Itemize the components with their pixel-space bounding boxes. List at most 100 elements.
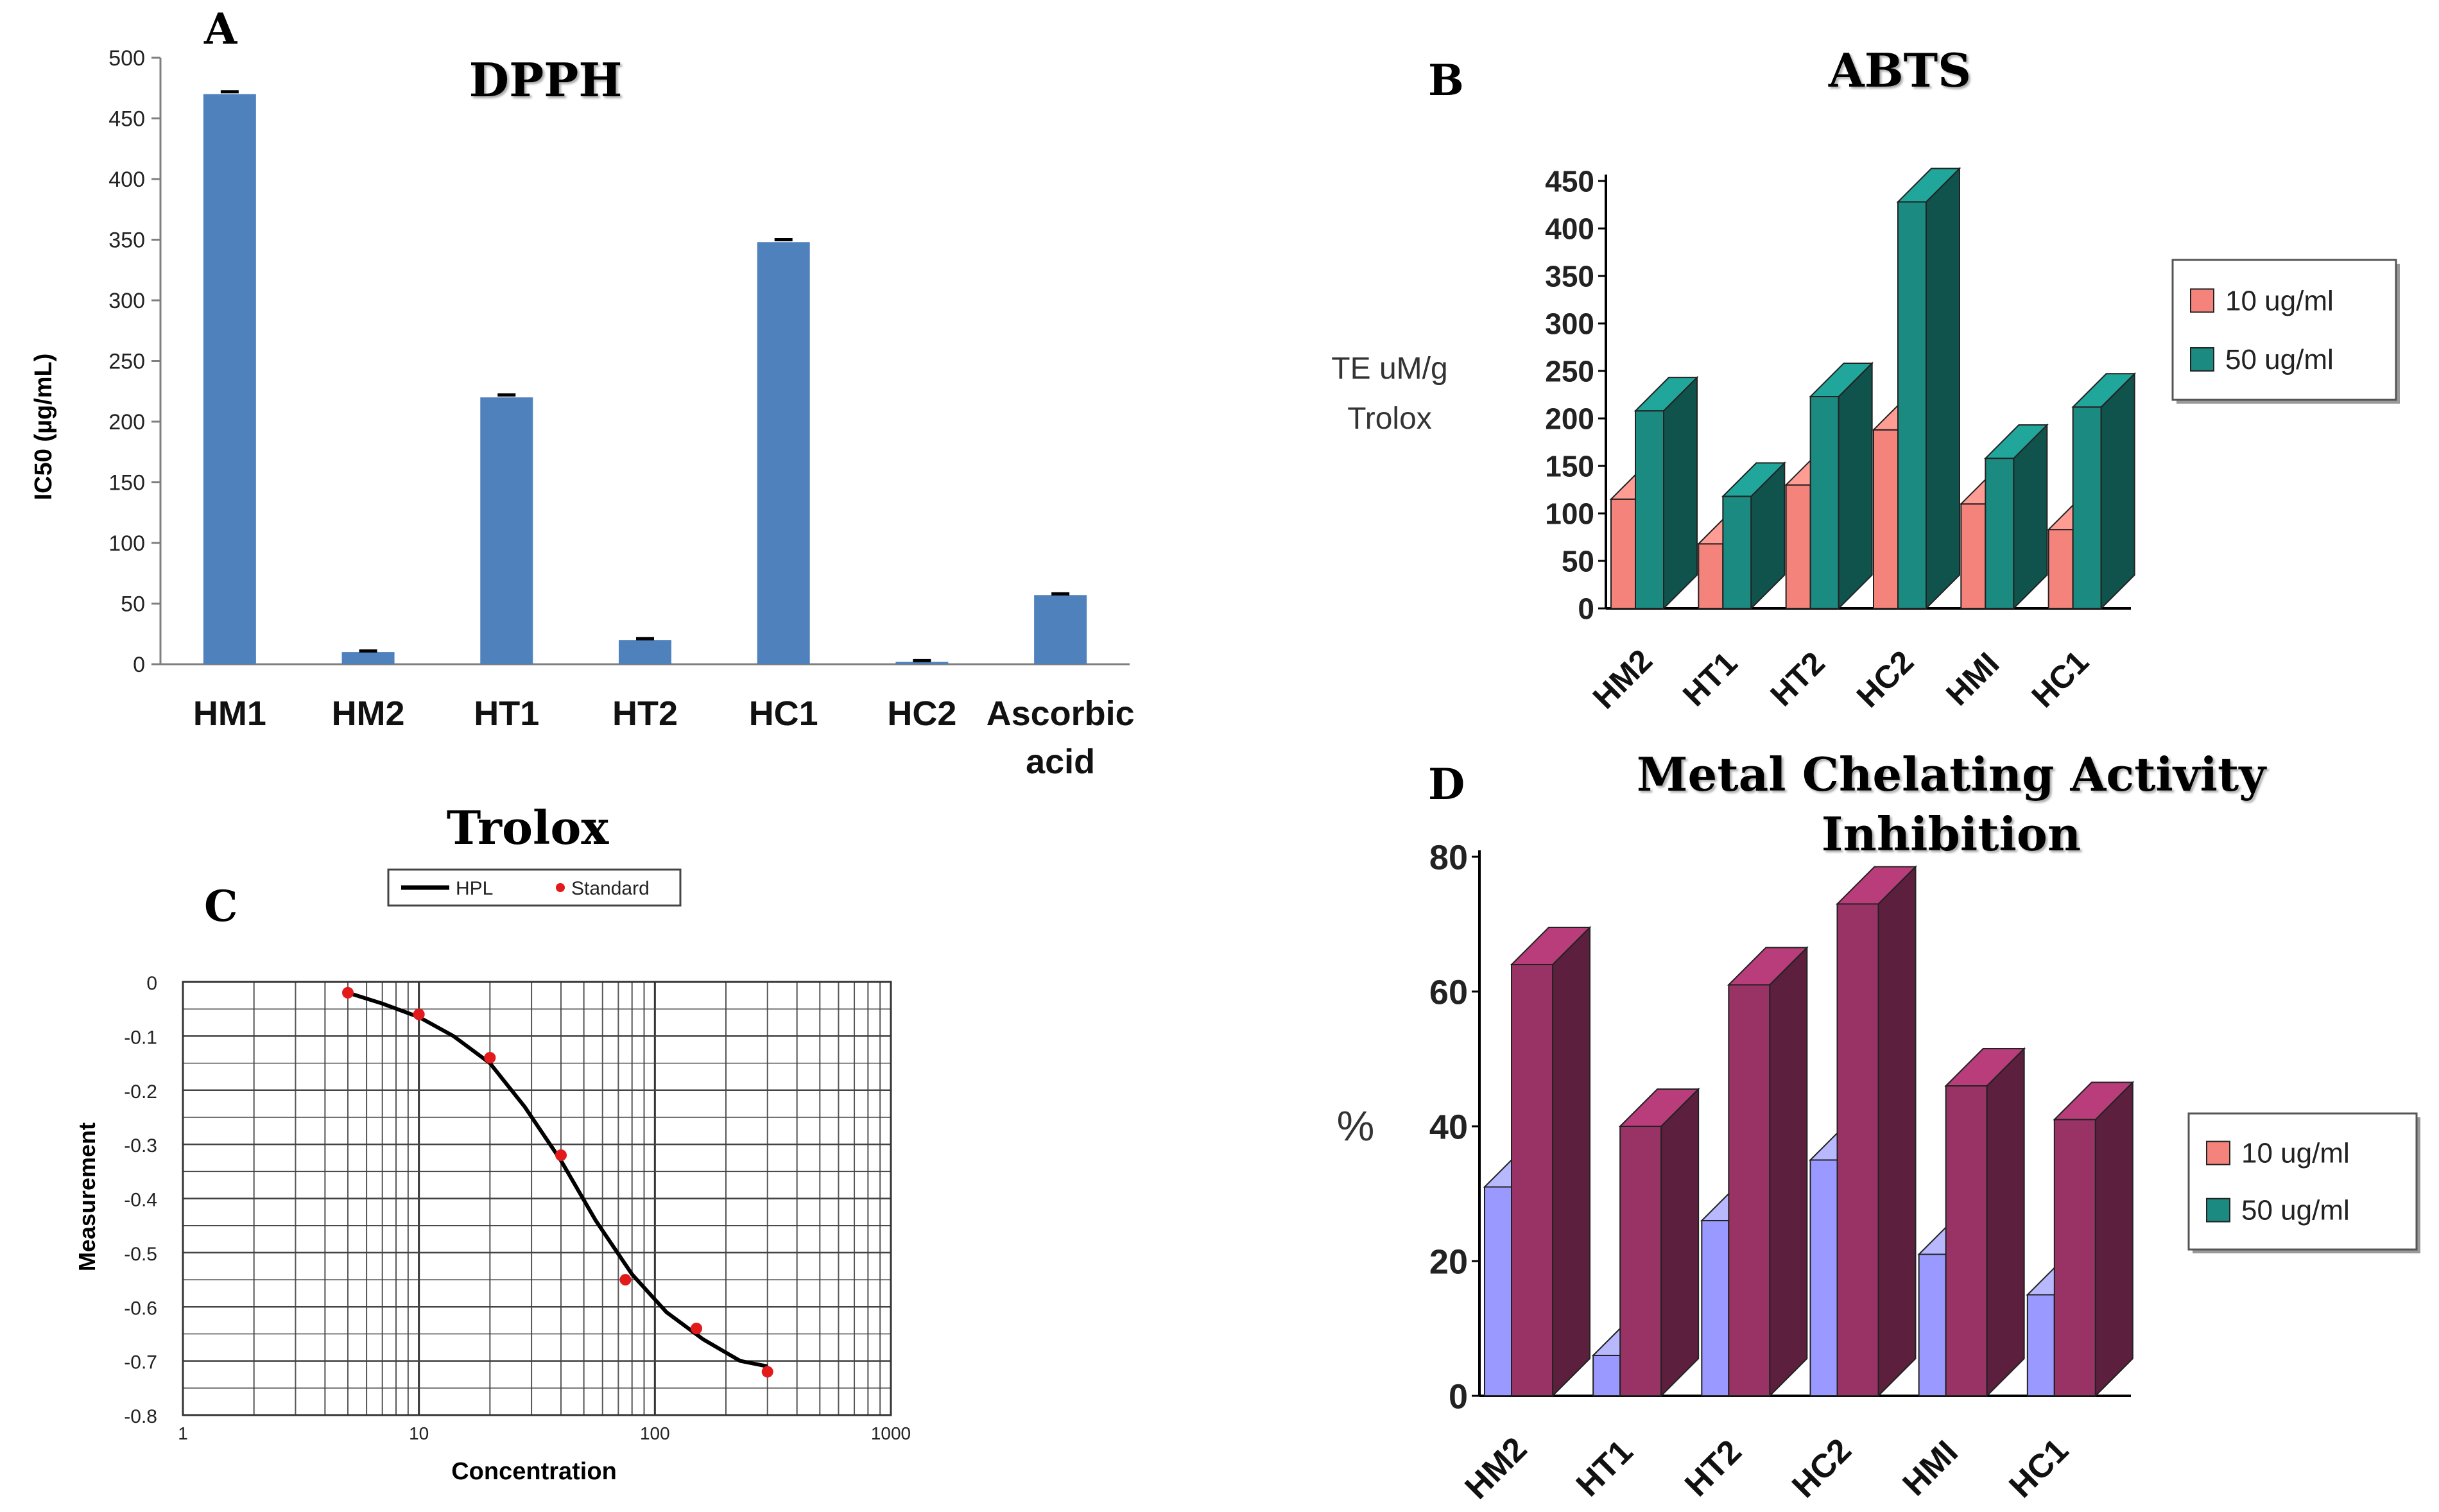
panel-b-bar-ht1-50-top (1721, 462, 1786, 497)
panel-b-x-tick-label: HC1 (2024, 644, 2095, 714)
panel-b-y-tick-label: 100 (1545, 497, 1594, 531)
panel-c-y-tick-label: -0.7 (124, 1352, 157, 1373)
panel-d-bar-hm2-50-top (1510, 927, 1592, 965)
panel-letter-a: A (203, 4, 237, 54)
panel-b-y-tick-label: 350 (1545, 260, 1594, 293)
panel-a-bar-ht1 (480, 397, 533, 664)
panel-a-y-tick-label: 500 (108, 46, 145, 71)
panel-b-x-tick-label: HMI (1939, 646, 2006, 712)
panel-a-y-tick-label: 450 (108, 107, 145, 132)
panel-b-bar-hc1-50-top (2071, 373, 2137, 408)
panel-d-bar-hmi-50-front (1945, 1085, 1988, 1396)
panel-b-y-tick-label: 200 (1545, 402, 1594, 436)
panel-b-x-tick-label: HM2 (1586, 642, 1659, 716)
panel-b-bar-ht2-10-front (1785, 484, 1811, 609)
panel-c-x-tick-label: 1000 (871, 1423, 911, 1443)
panel-d-y-tick-label: 80 (1429, 838, 1468, 877)
panel-d-bar-hc2-10-front (1809, 1159, 1838, 1396)
panel-b-bar-ht2-50-top (1809, 362, 1874, 397)
panel-letter-d: D (1428, 759, 1465, 809)
panel-a-x-tick-label: HT2 (612, 694, 678, 733)
panel-d-bar-ht2-10-front (1701, 1220, 1730, 1396)
panel-a-y-tick-label: 300 (108, 289, 145, 313)
panel-a-x-tick-label: HC1 (749, 694, 818, 733)
panel-b-y-tick-label: 0 (1578, 592, 1594, 626)
panel-b-y-tick-label: 50 (1562, 545, 1594, 578)
panel-c-y-tick-label: -0.1 (124, 1027, 157, 1048)
panel-a-y-tick-label: 150 (108, 471, 145, 495)
panel-b-legend-label: 10 ug/ml (2225, 285, 2334, 316)
panel-d-bar-hc2-50-front (1836, 903, 1879, 1396)
panel-a-x-tick-label: acid (1026, 743, 1095, 781)
panel-b-bar-ht1-50-front (1722, 495, 1752, 609)
panel-b-bar-ht2-50-front (1809, 395, 1840, 610)
panel-c-standard-point (761, 1366, 773, 1378)
panel-a-y-tick-label: 400 (108, 168, 145, 192)
panel-d-x-tick-label: HT2 (1678, 1433, 1748, 1504)
panel-c-y-tick-label: -0.5 (124, 1244, 157, 1265)
panel-d-legend-label: 10 ug/ml (2241, 1138, 2350, 1169)
panel-b-y-axis-label-line-2: Trolox (1347, 402, 1432, 436)
panel-a-bar-hm1 (203, 94, 256, 664)
panel-d-y-axis-label: % (1337, 1102, 1375, 1149)
panel-d-bar-hmi-50-side (1986, 1047, 2025, 1398)
panel-d-bar-hc1-50-top (2053, 1081, 2135, 1121)
panel-b-bar-hc1-10-front (2047, 529, 2074, 609)
panel-d-y-tick-label: 60 (1429, 973, 1468, 1011)
panel-d-x-tick-label: HMI (1895, 1434, 1965, 1503)
panel-d-x-tick-label: HC2 (1785, 1432, 1859, 1506)
panel-b-x-tick-label: HT1 (1676, 645, 1744, 713)
panel-b-bar-hc2-10-front (1873, 429, 1899, 609)
panel-a-y-tick-label: 200 (108, 410, 145, 434)
panel-d-bar-ht1-50-front (1619, 1126, 1662, 1396)
panel-d-bar-hc1-50-side (2094, 1081, 2133, 1398)
panel-c-legend-point-swatch (556, 883, 565, 892)
panel-d-x-tick-label: HC1 (2003, 1432, 2076, 1506)
panel-d-metal-chelating-chart: D Metal Chelating Activity Inhibition % … (1337, 747, 2420, 1506)
panel-c-x-axis-label: Concentration (451, 1458, 617, 1485)
panel-d-y-tick-label: 40 (1429, 1108, 1468, 1146)
panel-d-bar-hm2-50-front (1511, 964, 1553, 1396)
panel-b-legend (2171, 259, 2397, 401)
panel-b-bar-ht1-10-front (1698, 543, 1724, 609)
panel-c-y-tick-label: -0.8 (124, 1406, 157, 1427)
panel-c-legend-label: HPL (456, 878, 493, 899)
panel-c-standard-point (555, 1149, 567, 1161)
panel-d-bar-hmi-50-top (1944, 1048, 2026, 1087)
panel-a-bar-hm2 (341, 652, 395, 664)
panel-b-bar-ht2-50-side (1838, 361, 1873, 610)
panel-b-y-tick-label: 150 (1545, 450, 1594, 483)
panel-b-bar-hc2-50-top (1896, 168, 1961, 203)
panel-c-y-tick-label: -0.4 (124, 1190, 157, 1211)
panel-c-standard-point (413, 1008, 425, 1020)
panel-c-trolox-chart: C Trolox Concentration Measurement 0 -0.1… (74, 800, 911, 1485)
panel-b-bar-hc1-50-front (2072, 406, 2102, 609)
panel-a-bar-ascorbic-acid (1034, 595, 1087, 664)
panel-d-bar-ht1-10-front (1592, 1355, 1621, 1396)
panel-c-legend-label: Standard (571, 878, 650, 899)
panel-c-x-tick-label: 10 (409, 1423, 429, 1443)
panel-b-y-tick-label: 450 (1545, 165, 1594, 198)
panel-b-abts-chart: B ABTS TE uM/g Trolox 0 50 100 150 200 250 300… (1331, 43, 2400, 716)
panel-d-bar-ht1-50-side (1660, 1087, 1700, 1398)
panel-c-y-tick-label: -0.6 (124, 1298, 157, 1319)
panel-d-bar-hc1-10-front (2026, 1294, 2055, 1396)
panel-a-y-tick-label: 0 (133, 653, 145, 677)
panel-d-x-tick-label: HM2 (1458, 1430, 1535, 1507)
panel-a-y-tick-label: 50 (121, 592, 145, 617)
panel-a-y-axis-label: IC50 (µg/mL) (30, 354, 57, 501)
panel-a-y-tick-label: 350 (108, 228, 145, 253)
panel-d-title-line-1: Metal Chelating Activity (1637, 747, 2267, 802)
panel-d-bar-ht1-50-top (1618, 1088, 1700, 1127)
panel-d-legend-label: 50 ug/ml (2241, 1195, 2350, 1226)
panel-c-title: Trolox (447, 800, 610, 855)
panel-b-y-axis-label-line-1: TE uM/g (1331, 352, 1447, 386)
panel-d-y-tick-label: 0 (1449, 1377, 1468, 1416)
panel-b-x-tick-label: HC2 (1850, 644, 1920, 714)
panel-d-bar-hmi-10-front (1918, 1253, 1947, 1396)
panel-a-dpph-chart: A DPPH IC50 (µg/mL) 0 50 100 150 200 250 300 35… (30, 4, 1135, 781)
panel-b-title: ABTS (1828, 43, 1971, 98)
panel-c-plot-frame (182, 981, 892, 1416)
panel-b-bar-hmi-10-front (1960, 503, 1987, 610)
